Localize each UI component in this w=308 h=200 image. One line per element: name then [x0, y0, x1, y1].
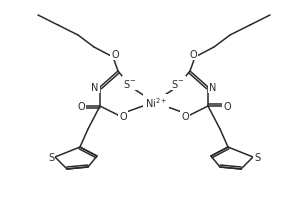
- Text: O: O: [77, 101, 85, 111]
- Text: O: O: [111, 50, 119, 60]
- Text: N: N: [91, 83, 99, 93]
- Text: N: N: [209, 83, 217, 93]
- Text: O: O: [119, 111, 127, 121]
- Text: S: S: [48, 152, 54, 162]
- Text: O: O: [181, 111, 189, 121]
- Text: Ni$^{2+}$: Ni$^{2+}$: [145, 96, 167, 109]
- Text: S$^{-}$: S$^{-}$: [171, 78, 184, 90]
- Text: O: O: [189, 50, 197, 60]
- Text: S$^{-}$: S$^{-}$: [124, 78, 137, 90]
- Text: O: O: [223, 101, 231, 111]
- Text: S: S: [254, 152, 260, 162]
